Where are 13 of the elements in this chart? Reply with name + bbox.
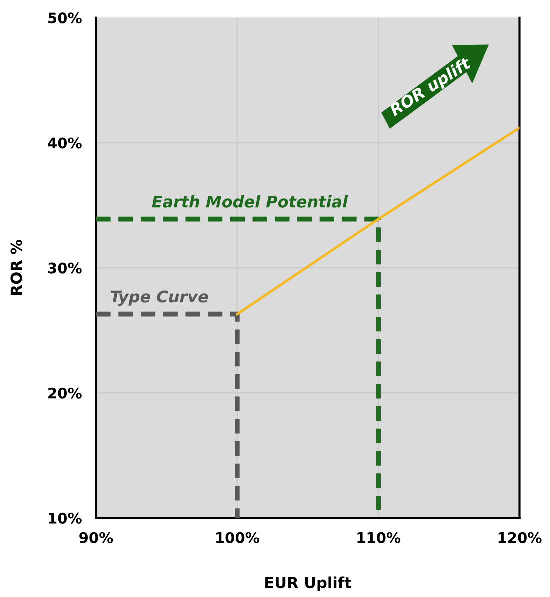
y-tick-label: 10% <box>49 512 82 524</box>
y-tick-label: 40% <box>48 138 82 149</box>
y-tick-label: 20% <box>48 388 82 399</box>
x-tick-label: 120% <box>498 532 542 544</box>
x-axis-title: EUR Uplift <box>266 576 352 592</box>
y-tick-label: 50% <box>48 12 82 24</box>
x-tick-label: 90% <box>80 532 114 544</box>
series-label: Earth Model Potential <box>152 195 348 208</box>
x-tick-label: 100% <box>216 532 260 544</box>
y-tick-label: 30% <box>48 262 82 274</box>
x-tick-label: 110% <box>358 532 401 544</box>
y-axis-title: ROR % <box>10 240 22 296</box>
series-label: Type Curve <box>110 290 208 306</box>
